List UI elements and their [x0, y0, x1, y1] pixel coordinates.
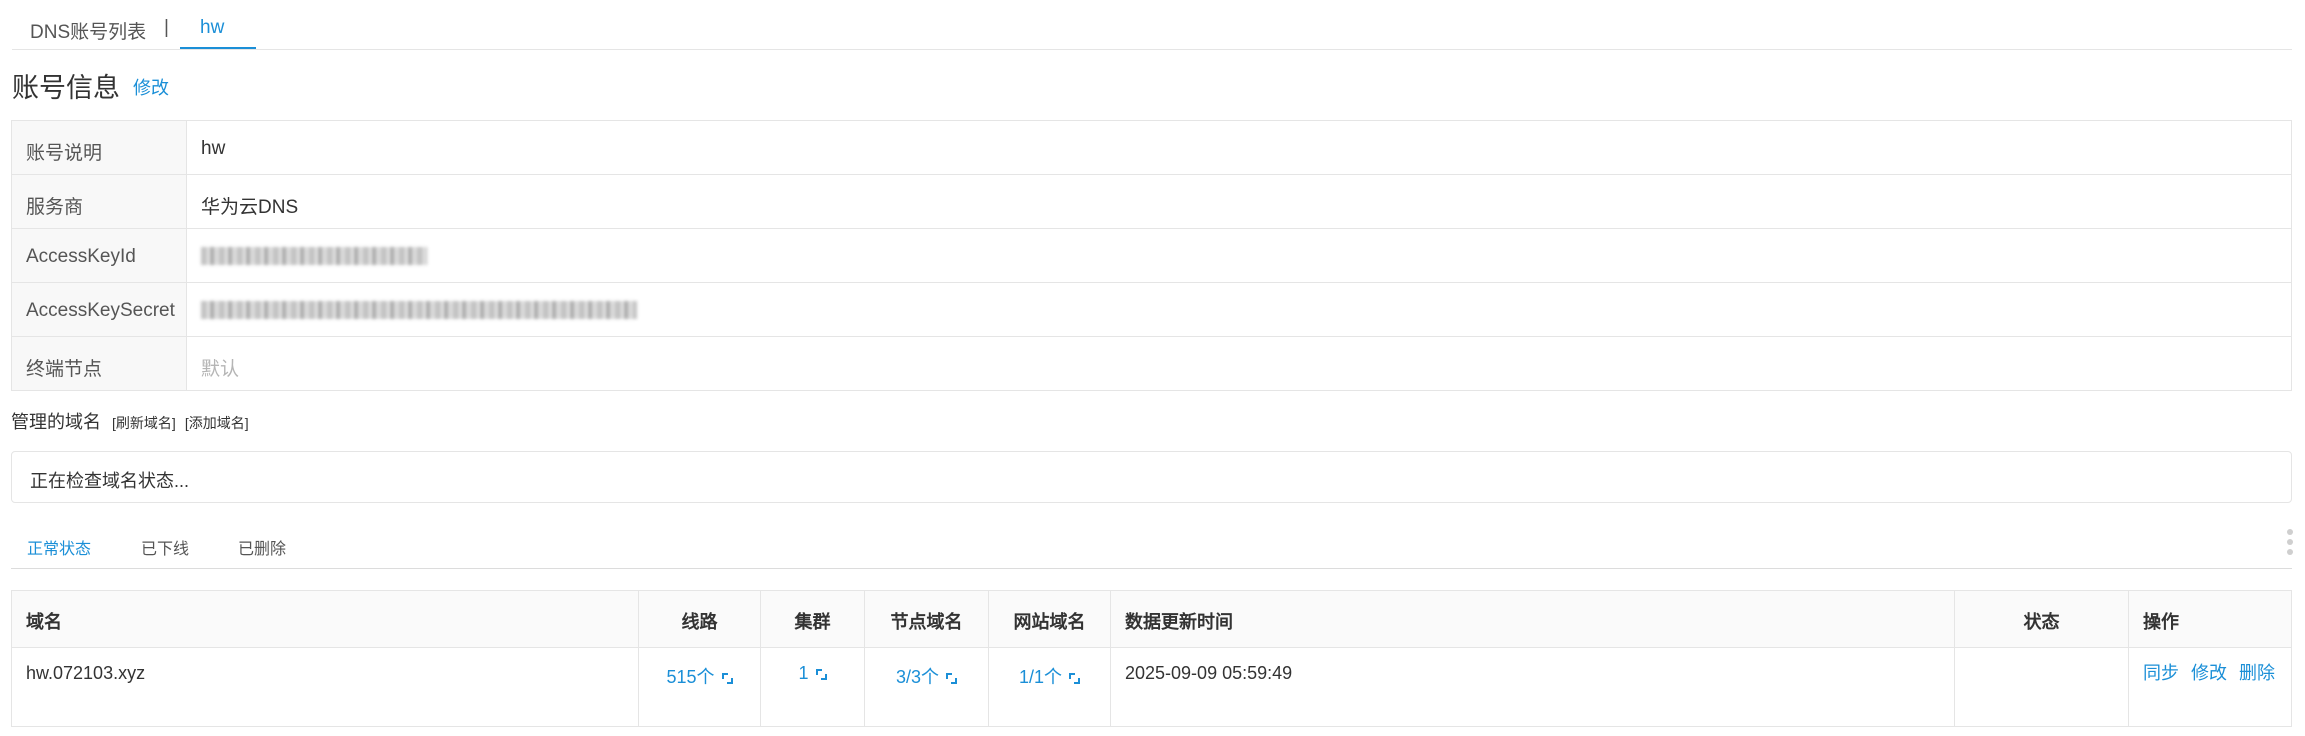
tab-deleted[interactable]: 已删除 [238, 541, 287, 558]
refresh-domains-link[interactable]: [刷新域名] [112, 415, 176, 431]
edit-button[interactable]: 修改 [2191, 663, 2227, 683]
cell-actions: 同步 修改 删除 [2129, 648, 2291, 726]
info-label: 服务商 [12, 175, 187, 228]
redacted-access-key-secret [201, 301, 637, 319]
expand-icon[interactable] [721, 673, 733, 684]
cell-site-domains[interactable]: 1/1个 [989, 648, 1111, 726]
info-value-redacted [187, 283, 2291, 336]
cell-updated-time: 2025-09-09 05:59:49 [1111, 648, 1955, 726]
info-label: 终端节点 [12, 337, 187, 390]
expand-icon[interactable] [815, 669, 827, 680]
sync-button[interactable]: 同步 [2143, 663, 2179, 683]
managed-domains-header: 管理的域名 [刷新域名] [添加域名] [11, 408, 249, 434]
expand-icon[interactable] [1069, 673, 1081, 684]
tab-separator: | [164, 17, 169, 38]
edit-account-link[interactable]: 修改 [133, 78, 169, 98]
clusters-link[interactable]: 1 [798, 663, 809, 683]
table-header-row: 域名 线路 集群 节点域名 网站域名 数据更新时间 状态 操作 [12, 591, 2291, 648]
info-row-access-key-secret: AccessKeySecret [12, 283, 2291, 337]
info-row-endpoint: 终端节点 默认 [12, 337, 2291, 391]
header-routes: 线路 [639, 591, 761, 647]
site-domains-link[interactable]: 1/1个 [1018, 667, 1063, 687]
add-domain-link[interactable]: [添加域名] [184, 415, 249, 431]
active-tab-underline [180, 47, 256, 49]
info-label: AccessKeyId [12, 229, 187, 282]
domain-status-message: 正在检查域名状态... [11, 451, 2292, 503]
header-domain: 域名 [12, 591, 639, 647]
domain-table: 域名 线路 集群 节点域名 网站域名 数据更新时间 状态 操作 hw.07210… [11, 590, 2292, 727]
managed-domains-title: 管理的域名 [11, 412, 101, 432]
info-label: AccessKeySecret [12, 283, 187, 336]
tab-offline[interactable]: 已下线 [141, 541, 190, 558]
info-value-redacted [187, 229, 2291, 282]
cell-routes[interactable]: 515个 [639, 648, 761, 726]
info-row-description: 账号说明 hw [12, 121, 2291, 175]
header-updated-time: 数据更新时间 [1111, 591, 1955, 647]
tab-current-account[interactable]: hw [200, 17, 225, 38]
cell-domain: hw.072103.xyz [12, 648, 639, 726]
expand-icon[interactable] [946, 673, 958, 684]
info-value: 默认 [201, 359, 240, 380]
info-row-provider: 服务商 华为云DNS [12, 175, 2291, 229]
account-info-table: 账号说明 hw 服务商 华为云DNS AccessKeyId AccessKey… [11, 120, 2292, 391]
info-value: hw [201, 138, 226, 159]
info-value: 华为云DNS [201, 197, 299, 218]
cell-clusters[interactable]: 1 [761, 648, 865, 726]
delete-button[interactable]: 删除 [2239, 663, 2275, 683]
table-row: hw.072103.xyz 515个 1 3/3个 1/1个 2025-09-0… [12, 648, 2291, 726]
header-status: 状态 [1955, 591, 2129, 647]
redacted-access-key-id [201, 247, 427, 265]
scroll-indicator[interactable] [2286, 525, 2294, 565]
info-label: 账号说明 [12, 121, 187, 174]
account-info-title: 账号信息 [12, 73, 120, 103]
header-clusters: 集群 [761, 591, 865, 647]
header-actions: 操作 [2143, 612, 2179, 632]
info-row-access-key-id: AccessKeyId [12, 229, 2291, 283]
routes-link[interactable]: 515个 [666, 667, 715, 687]
header-site-domains: 网站域名 [989, 591, 1111, 647]
status-tabs: 正常状态 已下线 已删除 [11, 525, 2292, 569]
cell-status [1955, 648, 2129, 726]
top-tabs: DNS账号列表 | hw [12, 0, 2292, 50]
tab-dns-account-list[interactable]: DNS账号列表 [30, 22, 147, 43]
node-domains-link[interactable]: 3/3个 [895, 667, 940, 687]
cell-node-domains[interactable]: 3/3个 [865, 648, 989, 726]
header-node-domains: 节点域名 [865, 591, 989, 647]
tab-normal-status[interactable]: 正常状态 [27, 541, 92, 558]
